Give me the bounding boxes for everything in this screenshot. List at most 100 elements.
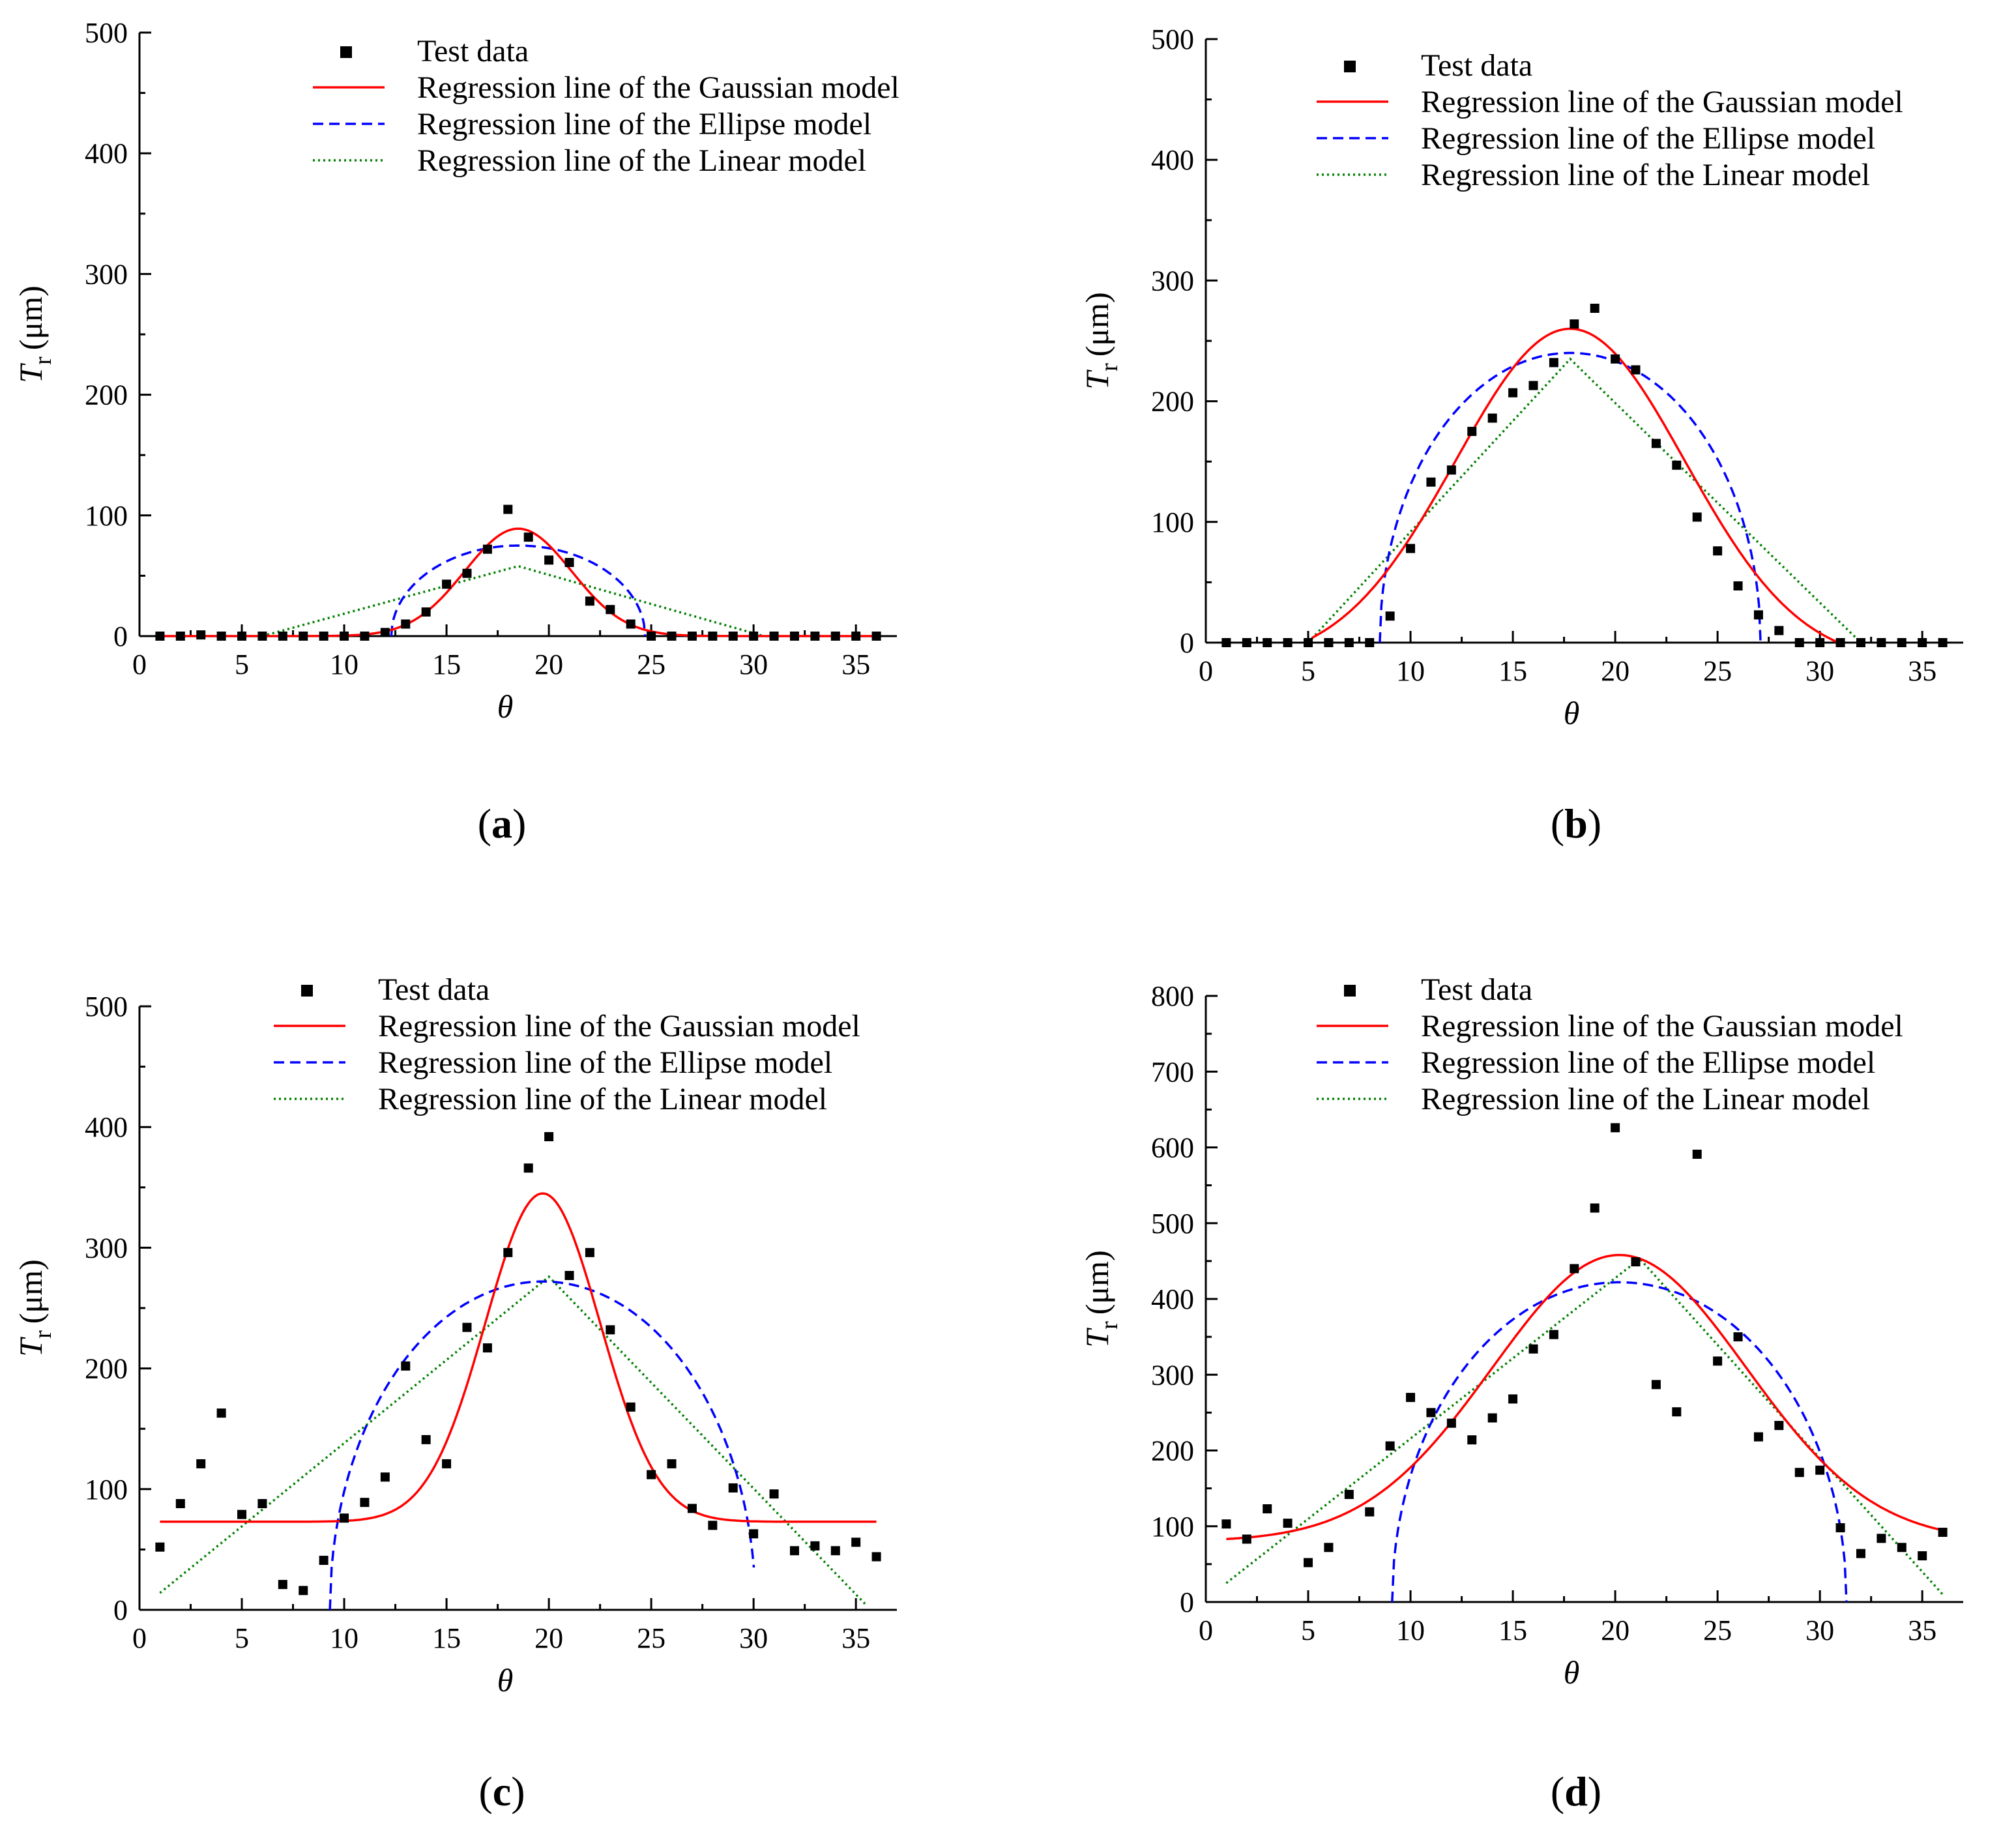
y-axis-label-subscript: r [29,357,57,365]
test-data-point [1365,638,1375,647]
test-data-point [1835,1523,1845,1533]
ellipse-regression-line [329,1280,755,1610]
test-data-point [340,632,349,641]
test-data-point [585,1247,594,1257]
legend-label-gaussian: Regression line of the Gaussian model [1421,1009,1903,1043]
test-data-point [1385,1441,1395,1451]
test-data-point [175,632,185,641]
test-data-point [769,632,779,641]
test-data-point [1426,1408,1436,1418]
linear-regression-line [159,1275,868,1606]
panel-label: (a) [478,800,527,847]
legend-label-linear: Regression line of the Linear model [417,143,866,178]
test-data-point [1651,1380,1661,1390]
x-tick-label: 5 [1301,1614,1315,1646]
y-axis-label-unit: (μm) [1079,1250,1115,1315]
test-data-point [1406,1393,1416,1403]
test-data-point [1385,611,1395,621]
test-data-point [1672,1407,1682,1417]
test-data-point [1774,626,1784,635]
test-data-point [626,1402,635,1412]
test-data-point [1856,638,1865,647]
x-axis-label: θ [1564,695,1580,731]
test-data-point [299,632,308,641]
test-data-point [1815,1465,1825,1475]
test-data-point [1692,1149,1702,1159]
test-data-point [1570,319,1579,329]
ellipse-regression-line [1391,1281,1848,1603]
x-axis-label: θ [497,688,514,725]
test-data-point [319,1556,329,1566]
test-data-point [278,1580,287,1590]
test-data-point [401,1361,411,1371]
test-data-point [1528,381,1538,390]
x-axis-label: θ [1564,1654,1580,1691]
y-axis-label-symbol: T [12,363,49,383]
panel-b: 0 5 10 15 20 25 30 35 0 100 200 300 400 500 θ Tr (μm) Tes… [1079,23,1963,847]
ellipse-regression-line [1379,351,1762,643]
test-data-point [647,632,656,641]
test-data-point [421,1435,431,1444]
y-tick-label: 100 [1151,1511,1194,1543]
test-data-point [257,1499,267,1509]
y-tick-label: 0 [1180,627,1194,659]
y-tick-label: 800 [1151,980,1194,1012]
legend-label-linear: Regression line of the Linear model [1421,1082,1870,1116]
test-data-point [1713,1356,1723,1366]
test-data-point [1324,1543,1334,1552]
test-data-point [1283,1519,1293,1528]
test-data-point [851,632,861,641]
test-data-point [667,632,677,641]
test-data-point [1938,638,1948,647]
y-axis-label: Tr (μm) [1079,292,1123,389]
panel-label: (d) [1551,1768,1601,1814]
x-tick-label: 20 [534,648,563,680]
test-data-point [564,1270,574,1280]
test-data-point [585,596,594,606]
test-data-point [1528,1344,1538,1354]
y-axis-label: Tr (μm) [12,1259,57,1356]
x-tick-label: 15 [432,1622,461,1654]
test-data-point [564,558,574,568]
legend-label-gaussian: Regression line of the Gaussian model [1421,85,1903,119]
test-data-point [380,1472,390,1482]
y-tick-label: 300 [85,258,128,290]
test-data-point [1263,1504,1272,1514]
test-data-point [851,1537,861,1547]
test-data-point [789,632,799,641]
x-tick-label: 15 [432,648,461,680]
gaussian-regression-line [160,1192,877,1523]
y-axis-label-symbol: T [1079,1328,1115,1348]
y-tick-label: 500 [1151,1208,1194,1240]
test-data-point [503,1247,513,1257]
test-data-point [1631,365,1641,375]
legend-label-linear: Regression line of the Linear model [378,1082,827,1116]
test-data-point [1794,638,1804,647]
test-data-point [1611,354,1620,364]
test-data-point [319,632,329,641]
x-tick-label: 35 [1908,1614,1936,1646]
test-data-point [1263,638,1272,647]
x-tick-label: 35 [841,648,870,680]
y-axis-label-subscript: r [1096,363,1123,371]
test-data-point [789,1546,799,1556]
legend-label-test-data: Test data [417,34,529,68]
legend-symbol-test-data [1344,985,1356,997]
y-tick-label: 300 [1151,1359,1194,1391]
linear-regression-line [1307,357,1862,644]
legend-label-ellipse: Regression line of the Ellipse model [417,107,871,141]
test-data-point [1856,1549,1865,1558]
test-data-point [1221,1519,1231,1529]
x-tick-label: 0 [132,648,147,680]
test-data-point [237,1509,247,1519]
x-tick-label: 25 [637,648,665,680]
test-data-point [1467,426,1477,436]
test-data-point [1897,638,1906,647]
y-tick-label: 0 [113,1594,128,1626]
test-data-point [606,1325,615,1335]
test-data-point [1918,638,1927,647]
test-data-point [626,619,635,629]
x-axis-label: θ [497,1662,514,1698]
test-data-point [482,1343,492,1353]
